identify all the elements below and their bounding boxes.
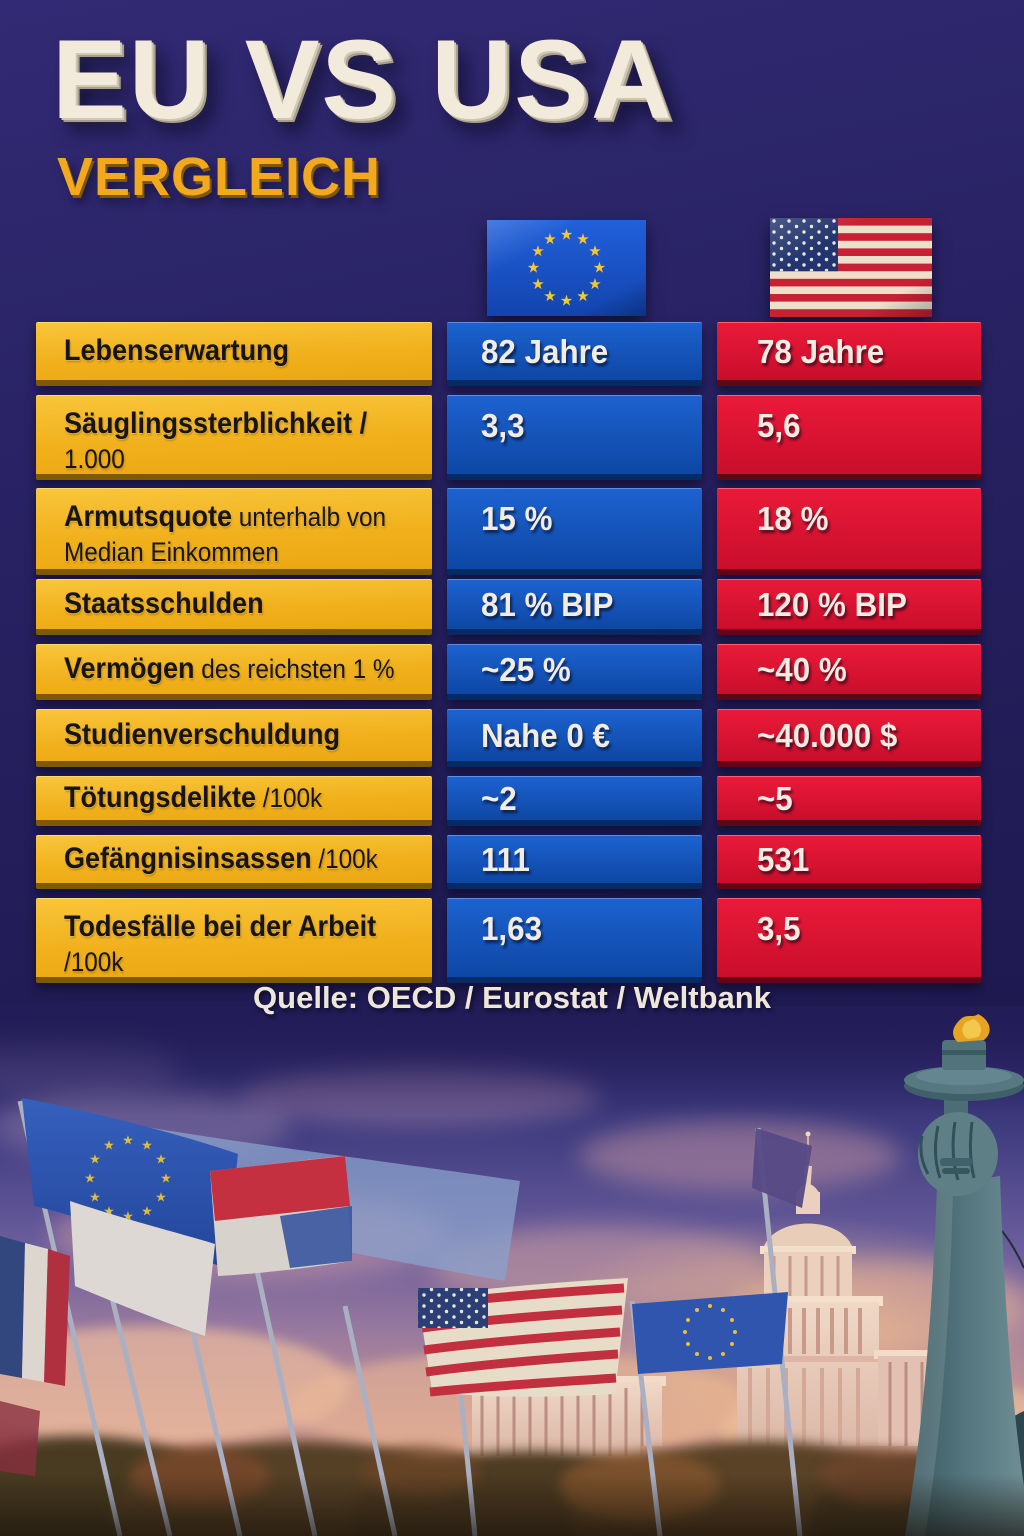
table-row: Lebenserwartung 82 Jahre 78 Jahre (36, 322, 981, 386)
page-subtitle: VERGLEICH (57, 147, 382, 207)
purple-flag (752, 1128, 812, 1208)
svg-text:★: ★ (141, 1204, 153, 1219)
usa-value: 18 % (717, 488, 981, 575)
metric-label: Armutsquote unterhalb von Median Einkomm… (36, 488, 432, 575)
metric-label: Vermögen des reichsten 1 % (36, 644, 432, 700)
metric-label: Säuglingssterblichkeit / 1.000 (36, 395, 432, 481)
svg-text:★: ★ (84, 1171, 96, 1186)
usa-value: ~5 (717, 776, 981, 826)
eu-value: Nahe 0 € (447, 709, 702, 767)
source-line: Quelle: OECD / Eurostat / Weltbank (253, 980, 771, 1015)
svg-text:★: ★ (155, 1190, 167, 1205)
table-row: Armutsquote unterhalb von Median Einkomm… (36, 488, 981, 575)
flag-cluster: ★ ★★ ★★★ ★★★ ★★★ (0, 1098, 812, 1536)
bottom-illustration: ★ ★★ ★★★ ★★★ ★★★ (0, 1006, 1024, 1536)
eu-flag-small (632, 1292, 788, 1374)
usa-value: 78 Jahre (717, 322, 981, 386)
torch (904, 1014, 1024, 1196)
usa-value: 3,5 (717, 898, 981, 984)
svg-text:★: ★ (103, 1138, 115, 1153)
page-title: EU VS USA (52, 17, 674, 142)
table-row: Säuglingssterblichkeit / 1.000 3,3 5,6 (36, 395, 981, 481)
table-row: Vermögen des reichsten 1 % ~25 % ~40 % (36, 644, 981, 700)
svg-text:★: ★ (155, 1152, 167, 1167)
metric-label: Studienverschuldung (36, 709, 432, 767)
svg-text:★: ★ (160, 1171, 172, 1186)
eu-value: 15 % (447, 488, 702, 575)
usa-value: 531 (717, 835, 981, 889)
eu-value: ~25 % (447, 644, 702, 700)
eu-value: 111 (447, 835, 702, 889)
us-flag-small (418, 1278, 628, 1397)
statue-arm (905, 1176, 1024, 1536)
metric-label: Tötungsdelikte /100k (36, 776, 432, 826)
table-row: Gefängnisinsassen /100k 111 531 (36, 835, 981, 889)
usa-value: ~40 % (717, 644, 981, 700)
eu-flag-large: ★ ★★ ★★★ ★★★ ★★★ (22, 1098, 238, 1268)
metric-label: Staatsschulden (36, 579, 432, 635)
table-row: Studienverschuldung Nahe 0 € ~40.000 $ (36, 709, 981, 767)
eu-value: 82 Jahre (447, 322, 702, 386)
table-row: Todesfälle bei der Arbeit /100k 1,63 3,5 (36, 898, 981, 984)
usa-value: 5,6 (717, 395, 981, 481)
eu-flag-icon: ★★★ ★★★ ★★★ ★★★ (487, 220, 646, 316)
svg-text:★: ★ (103, 1204, 115, 1219)
bottom-vignette (0, 1474, 1024, 1536)
comparison-table: Lebenserwartung 82 Jahre 78 Jahre Säugli… (36, 322, 981, 985)
eu-value: ~2 (447, 776, 702, 826)
metric-label: Lebenserwartung (36, 322, 432, 386)
table-row: Staatsschulden 81 % BIP 120 % BIP (36, 579, 981, 635)
statue-of-liberty-arm (904, 1014, 1024, 1536)
checker-flag (210, 1156, 352, 1276)
metric-label: Todesfälle bei der Arbeit /100k (36, 898, 432, 984)
sky-top-fade (0, 1006, 1024, 1116)
usa-value: ~40.000 $ (717, 709, 981, 767)
svg-text:★: ★ (141, 1138, 153, 1153)
svg-text:★: ★ (122, 1133, 134, 1148)
table-row: Tötungsdelikte /100k ~2 ~5 (36, 776, 981, 826)
svg-text:★: ★ (122, 1209, 134, 1224)
red-flag-edge (0, 1401, 40, 1476)
usa-value: 120 % BIP (717, 579, 981, 635)
metric-label: Gefängnisinsassen /100k (36, 835, 432, 889)
svg-text:★: ★ (89, 1152, 101, 1167)
tricolor-flag (0, 1236, 70, 1386)
eu-value: 3,3 (447, 395, 702, 481)
eu-value: 1,63 (447, 898, 702, 984)
us-flag-icon (770, 218, 932, 317)
eu-value: 81 % BIP (447, 579, 702, 635)
svg-text:★: ★ (89, 1190, 101, 1205)
white-flag (70, 1201, 215, 1336)
